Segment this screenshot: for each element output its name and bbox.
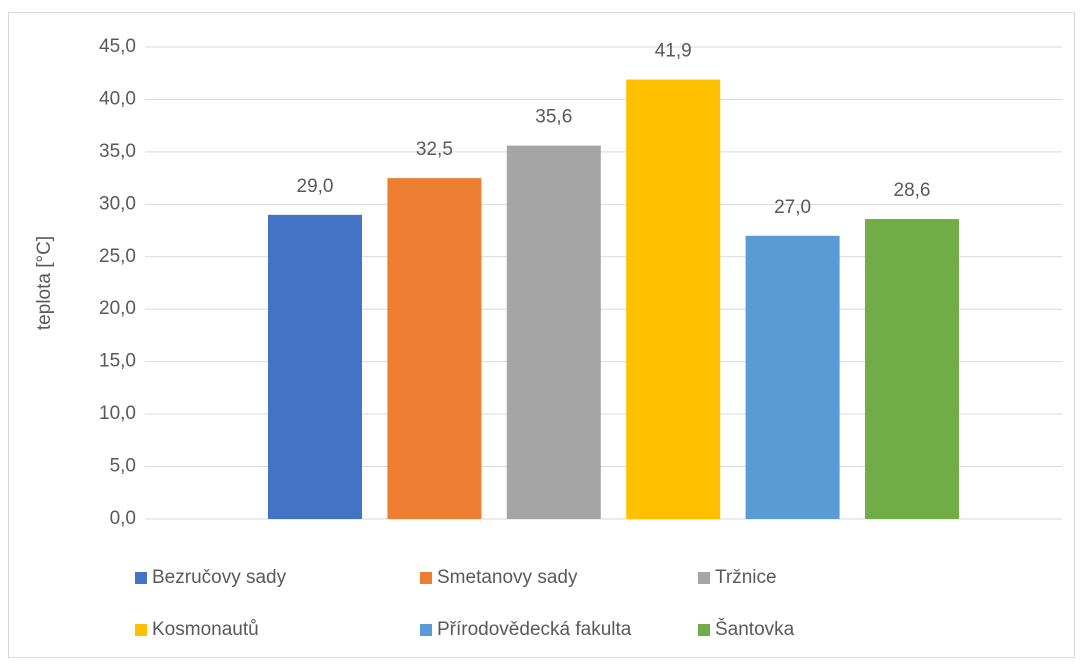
legend-swatch (420, 572, 432, 584)
legend-label: Smetanovy sady (437, 567, 578, 588)
y-tick-label: 40,0 (99, 88, 136, 109)
y-tick-label: 0,0 (110, 508, 136, 529)
y-tick-label: 15,0 (99, 351, 136, 372)
legend-swatch (698, 624, 710, 636)
bar (387, 178, 482, 519)
data-label: 35,6 (535, 107, 572, 128)
legend-swatch (135, 572, 147, 584)
legend-label: Šantovka (715, 618, 795, 640)
y-tick-label: 30,0 (99, 193, 136, 214)
y-tick-label: 25,0 (99, 246, 136, 267)
bar (626, 79, 721, 519)
legend-label: Bezručovy sady (152, 567, 287, 588)
y-axis-label: teplota [°C] (34, 236, 55, 330)
bar (506, 145, 601, 519)
data-label: 32,5 (416, 139, 453, 160)
legend-swatch (698, 572, 710, 584)
legend-label: Kosmonautů (152, 619, 259, 640)
y-tick-label: 5,0 (110, 456, 136, 477)
bar (268, 214, 362, 520)
legend-label: Přírodovědecká fakulta (437, 619, 632, 640)
y-tick-label: 35,0 (99, 141, 136, 162)
data-label: 27,0 (774, 197, 811, 218)
data-label: 41,9 (655, 41, 692, 62)
y-tick-label: 10,0 (99, 403, 136, 424)
data-label: 29,0 (297, 176, 334, 197)
bar (745, 235, 840, 520)
y-tick-label: 20,0 (99, 298, 136, 319)
legend-swatch (135, 624, 147, 636)
legend-label: Tržnice (715, 567, 777, 588)
bar (865, 219, 959, 520)
data-label: 28,6 (894, 180, 931, 201)
y-tick-label: 45,0 (99, 36, 136, 57)
legend-swatch (420, 624, 432, 636)
